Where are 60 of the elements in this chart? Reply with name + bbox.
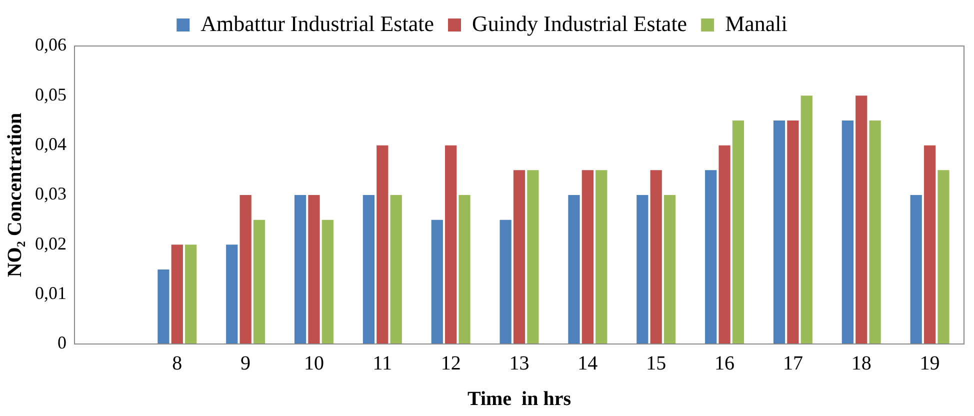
legend-label: Manali — [725, 10, 788, 36]
bar — [226, 244, 238, 344]
y-axis-title: NO₂ Concentration — [4, 112, 26, 278]
y-tick-label: 0,02 — [35, 233, 66, 254]
bar — [185, 244, 197, 344]
bar — [171, 244, 183, 344]
bar — [636, 195, 648, 344]
bar — [445, 145, 457, 344]
bar — [664, 195, 676, 344]
bar — [869, 120, 881, 344]
x-tick-label: 8 — [172, 352, 182, 374]
x-axis-title: Time in hrs — [467, 388, 572, 410]
bar — [390, 195, 402, 344]
bar — [158, 270, 170, 344]
x-tick-label: 12 — [440, 352, 461, 374]
bar — [705, 170, 717, 344]
bar — [322, 220, 334, 344]
bar — [732, 120, 744, 344]
bar — [240, 195, 252, 344]
y-tick-label: 0,01 — [35, 283, 66, 304]
x-tick-label: 10 — [304, 352, 324, 374]
bar — [800, 96, 812, 344]
bar — [718, 145, 730, 344]
legend-label: Guindy Industrial Estate — [472, 10, 688, 36]
bar — [568, 195, 580, 344]
y-tick-label: 0,06 — [35, 34, 66, 55]
x-tick-label: 14 — [578, 352, 598, 374]
bar — [513, 170, 526, 344]
bar — [596, 170, 608, 344]
x-tick-label: 17 — [782, 352, 803, 374]
bar — [253, 220, 266, 344]
x-tick-label: 18 — [851, 352, 872, 374]
y-tick-label: 0 — [58, 332, 66, 353]
bar — [856, 96, 868, 344]
bar — [924, 145, 936, 344]
legend-label: Ambattur Industrial Estate — [200, 10, 434, 36]
bar — [773, 120, 786, 344]
bar — [938, 170, 950, 344]
bar — [842, 120, 854, 344]
x-tick-label: 13 — [509, 352, 530, 374]
x-tick-label: 15 — [646, 352, 666, 374]
x-tick-label: 16 — [714, 352, 735, 374]
bar — [308, 195, 320, 344]
bar — [787, 120, 799, 344]
x-tick-label: 11 — [372, 352, 392, 374]
bar — [376, 145, 388, 344]
bar — [910, 195, 922, 344]
bar — [431, 220, 443, 344]
y-tick-label: 0,04 — [35, 134, 66, 154]
bar — [582, 170, 594, 344]
bar — [458, 195, 470, 344]
bar — [294, 195, 306, 344]
y-tick-label: 0,05 — [35, 84, 66, 104]
bar — [650, 170, 662, 344]
bar — [362, 195, 375, 344]
x-tick-label: 19 — [920, 352, 940, 374]
x-tick-label: 9 — [240, 352, 251, 374]
bar — [527, 170, 539, 344]
y-tick-label: 0,03 — [35, 184, 66, 204]
bar — [500, 220, 512, 344]
